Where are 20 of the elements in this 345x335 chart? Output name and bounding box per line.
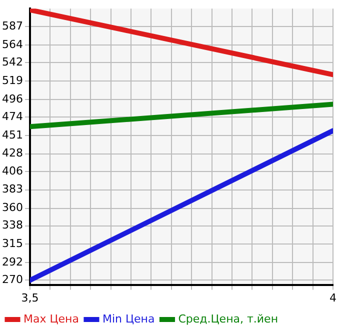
y-tick-label: 383 <box>2 182 23 196</box>
y-tick-label: 292 <box>2 256 23 269</box>
y-tick-label: 542 <box>2 56 23 69</box>
y-tick-label: 564 <box>2 38 23 51</box>
y-tick-label: 519 <box>2 74 23 87</box>
legend-label: Min Цена <box>102 312 155 326</box>
y-tick-label: 587 <box>2 20 23 33</box>
y-tick-label: 360 <box>2 201 23 214</box>
y-tick-label: 315 <box>2 237 23 250</box>
y-tick-label: 496 <box>2 92 23 106</box>
legend-label: Max Цена <box>24 312 79 326</box>
legend-label: Сред.Цена, т.йен <box>178 312 278 326</box>
y-tick-label: 451 <box>2 128 23 142</box>
x-tick-label: 4 <box>330 291 336 304</box>
y-tick-label: 270 <box>2 273 23 286</box>
y-tick-label: 338 <box>2 218 23 232</box>
y-tick-label: 406 <box>2 164 23 178</box>
y-tick-label: 474 <box>2 110 23 123</box>
x-tick-label: 3,5 <box>21 291 39 304</box>
y-tick-label: 428 <box>2 146 23 160</box>
